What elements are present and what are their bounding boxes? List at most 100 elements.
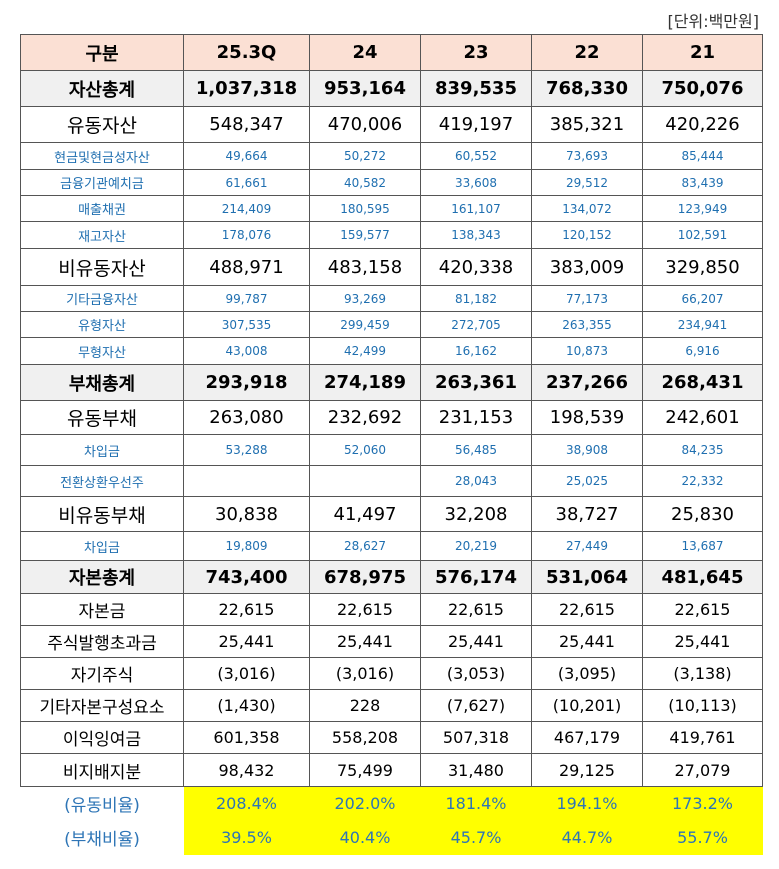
cell: 102,591 xyxy=(642,221,763,249)
cell: 29,512 xyxy=(531,169,643,196)
cell: 41,497 xyxy=(309,496,421,532)
cell: 678,975 xyxy=(309,560,421,594)
cell: 299,459 xyxy=(309,311,421,338)
cell: 22,615 xyxy=(420,593,532,626)
cell: 194.1% xyxy=(531,786,643,821)
cell: 307,535 xyxy=(183,311,310,338)
row-label: 현금및현금성자산 xyxy=(20,142,184,170)
cell: 27,449 xyxy=(531,531,643,561)
table-row: (유동비율) 208.4% 202.0% 181.4% 194.1% 173.2% xyxy=(20,786,763,821)
cell: 953,164 xyxy=(309,70,421,107)
cell: 27,079 xyxy=(642,753,763,787)
cell: 181.4% xyxy=(420,786,532,821)
cell: 839,535 xyxy=(420,70,532,107)
cell: 40.4% xyxy=(309,820,421,855)
cell: 23 xyxy=(420,34,532,71)
table-row: 주식발행초과금 25,441 25,441 25,441 25,441 25,441 xyxy=(20,625,763,658)
row-label: 매출채권 xyxy=(20,195,184,222)
cell: 25,441 xyxy=(642,625,763,658)
cell xyxy=(183,465,310,497)
cell: (10,201) xyxy=(531,689,643,722)
cell: (1,430) xyxy=(183,689,310,722)
cell: 272,705 xyxy=(420,311,532,338)
cell: 202.0% xyxy=(309,786,421,821)
row-label: (유동비율) xyxy=(20,786,184,821)
cell: 22,615 xyxy=(183,593,310,626)
cell: 208.4% xyxy=(183,786,310,821)
cell: (10,113) xyxy=(642,689,763,722)
financial-table: 구분 25.3Q 24 23 22 21 자산총계 1,037,318 953,164 839,5… xyxy=(20,34,763,855)
cell: 99,787 xyxy=(183,285,310,312)
row-label: 유동부채 xyxy=(20,400,184,435)
row-label: 자본금 xyxy=(20,593,184,626)
row-label: 전환상환우선주 xyxy=(20,465,184,497)
cell: 25,830 xyxy=(642,496,763,532)
cell: 38,727 xyxy=(531,496,643,532)
cell: 481,645 xyxy=(642,560,763,594)
cell: 531,064 xyxy=(531,560,643,594)
cell: 45.7% xyxy=(420,820,532,855)
row-label: 기타금융자산 xyxy=(20,285,184,312)
row-label: 차입금 xyxy=(20,434,184,466)
cell: 33,608 xyxy=(420,169,532,196)
cell: 66,207 xyxy=(642,285,763,312)
row-label: 이익잉여금 xyxy=(20,721,184,754)
cell: 83,439 xyxy=(642,169,763,196)
cell: (3,053) xyxy=(420,657,532,690)
cell: 39.5% xyxy=(183,820,310,855)
cell: 138,343 xyxy=(420,221,532,249)
cell: 178,076 xyxy=(183,221,310,249)
cell: 134,072 xyxy=(531,195,643,222)
cell: 601,358 xyxy=(183,721,310,754)
cell: 483,158 xyxy=(309,248,421,286)
cell: 419,761 xyxy=(642,721,763,754)
cell: 31,480 xyxy=(420,753,532,787)
cell: 470,006 xyxy=(309,106,421,143)
cell: 507,318 xyxy=(420,721,532,754)
cell: 53,288 xyxy=(183,434,310,466)
table-row: 재고자산 178,076 159,577 138,343 120,152 102,591 xyxy=(20,221,763,249)
cell: (3,016) xyxy=(309,657,421,690)
cell: 419,197 xyxy=(420,106,532,143)
cell: 22,615 xyxy=(642,593,763,626)
cell: 50,272 xyxy=(309,142,421,170)
cell: 25,441 xyxy=(531,625,643,658)
row-label: 재고자산 xyxy=(20,221,184,249)
cell: 768,330 xyxy=(531,70,643,107)
table-row: 무형자산 43,008 42,499 16,162 10,873 6,916 xyxy=(20,337,763,365)
cell: 420,338 xyxy=(420,248,532,286)
table-row: 차입금 19,809 28,627 20,219 27,449 13,687 xyxy=(20,531,763,561)
cell: 10,873 xyxy=(531,337,643,365)
cell: 61,661 xyxy=(183,169,310,196)
cell: 77,173 xyxy=(531,285,643,312)
row-label: 금융기관예치금 xyxy=(20,169,184,196)
cell: 268,431 xyxy=(642,364,763,401)
cell: 75,499 xyxy=(309,753,421,787)
cell: 60,552 xyxy=(420,142,532,170)
cell: 6,916 xyxy=(642,337,763,365)
cell: 30,838 xyxy=(183,496,310,532)
cell: 1,037,318 xyxy=(183,70,310,107)
cell: 558,208 xyxy=(309,721,421,754)
table-row: 전환상환우선주 28,043 25,025 22,332 xyxy=(20,465,763,497)
table-row: 유동자산 548,347 470,006 419,197 385,321 420,226 xyxy=(20,106,763,143)
table-row: 차입금 53,288 52,060 56,485 38,908 84,235 xyxy=(20,434,763,466)
cell: 274,189 xyxy=(309,364,421,401)
row-label: 기타자본구성요소 xyxy=(20,689,184,722)
table-row: 자본총계 743,400 678,975 576,174 531,064 481,645 xyxy=(20,560,763,594)
cell: 231,153 xyxy=(420,400,532,435)
cell: 25.3Q xyxy=(183,34,310,71)
table-row: 유동부채 263,080 232,692 231,153 198,539 242,601 xyxy=(20,400,763,435)
cell: 159,577 xyxy=(309,221,421,249)
table-row: 자본금 22,615 22,615 22,615 22,615 22,615 xyxy=(20,593,763,626)
table-row: (부채비율) 39.5% 40.4% 45.7% 44.7% 55.7% xyxy=(20,820,763,855)
cell: 22,615 xyxy=(531,593,643,626)
table-row: 부채총계 293,918 274,189 263,361 237,266 268,431 xyxy=(20,364,763,401)
cell: 93,269 xyxy=(309,285,421,312)
table-row: 유형자산 307,535 299,459 272,705 263,355 234,941 xyxy=(20,311,763,338)
cell: 84,235 xyxy=(642,434,763,466)
cell: 25,441 xyxy=(420,625,532,658)
row-label: 자기주식 xyxy=(20,657,184,690)
cell: 22,615 xyxy=(309,593,421,626)
cell: 85,444 xyxy=(642,142,763,170)
